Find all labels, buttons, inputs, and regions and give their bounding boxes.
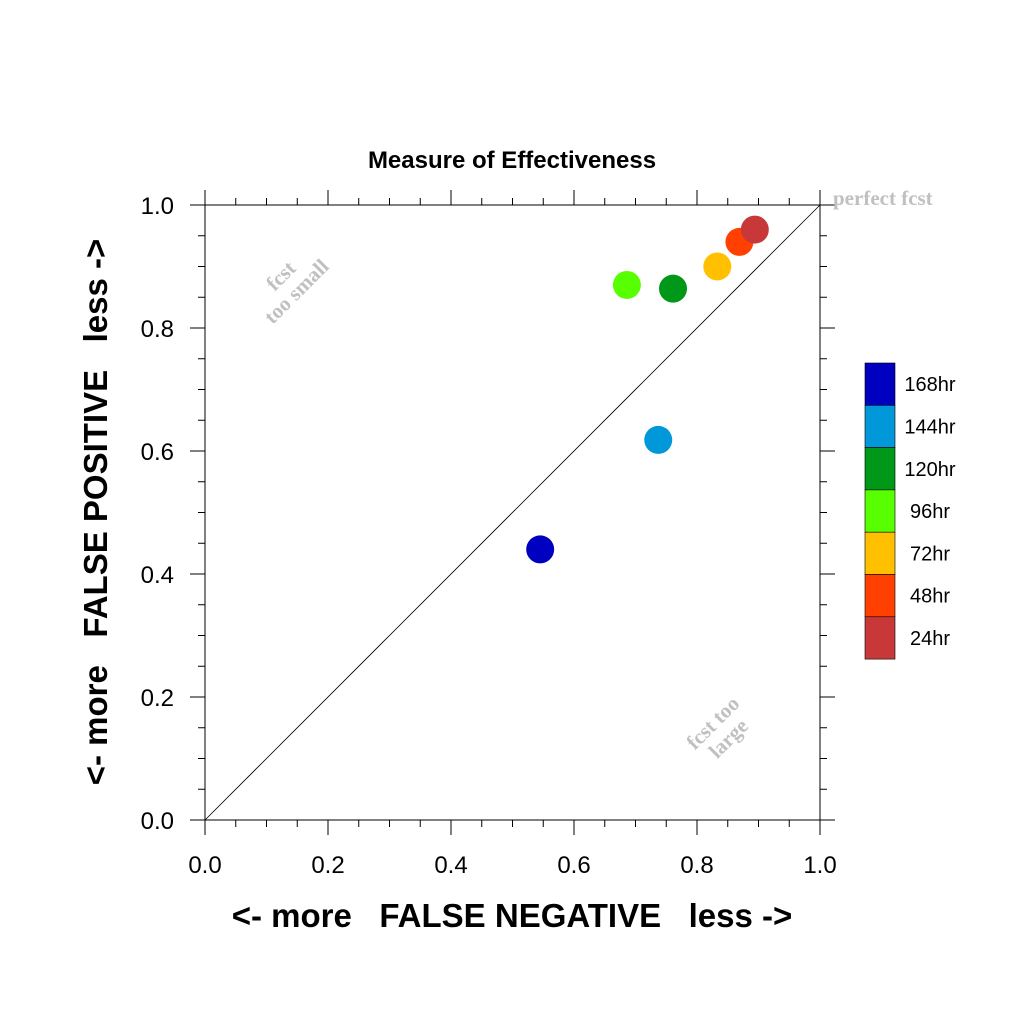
x-tick-label: 0.4 <box>434 852 467 879</box>
legend-label-144hr: 144hr <box>904 416 955 438</box>
too-small-annotation-line2: too small <box>259 254 333 328</box>
x-axis-label: <- more FALSE NEGATIVE less -> <box>232 897 793 934</box>
x-tick-label: 1.0 <box>803 852 836 879</box>
diagonal-reference-line <box>204 204 821 821</box>
too-large-annotation: fcst too large <box>681 691 752 762</box>
point-24hr <box>740 215 769 244</box>
x-tick-labels: 0.0 0.2 0.4 0.6 0.8 1.0 <box>188 852 836 879</box>
perfect-forecast-annotation: perfect fcst <box>833 186 933 210</box>
y-tick-label: 0.6 <box>141 439 174 466</box>
y-tick-labels: 0.0 0.2 0.4 0.6 0.8 1.0 <box>141 193 174 835</box>
legend-label-168hr: 168hr <box>904 374 955 396</box>
x-tick-label: 0.8 <box>680 852 713 879</box>
legend: 168hr 144hr 120hr 96hr 72hr 48hr 24hr <box>864 362 956 660</box>
legend-label-48hr: 48hr <box>910 586 950 608</box>
legend-swatch-144hr <box>864 404 896 448</box>
legend-swatch-24hr <box>864 616 896 660</box>
legend-swatch-48hr <box>864 574 896 618</box>
y-tick-label: 1.0 <box>141 193 174 220</box>
y-tick-label: 0.4 <box>141 562 174 589</box>
tick-marks <box>190 190 835 835</box>
legend-swatch-72hr <box>864 531 896 575</box>
point-96hr <box>612 270 641 299</box>
legend-swatch-96hr <box>864 489 896 533</box>
legend-label-72hr: 72hr <box>910 543 950 565</box>
legend-label-120hr: 120hr <box>904 459 955 481</box>
chart-title: Measure of Effectiveness <box>368 147 656 174</box>
x-tick-label: 0.6 <box>557 852 590 879</box>
y-axis-label: <- more FALSE POSITIVE less -> <box>77 239 114 786</box>
y-tick-label: 0.2 <box>141 685 174 712</box>
y-tick-label: 0.8 <box>141 316 174 343</box>
legend-swatch-168hr <box>864 362 896 406</box>
too-small-annotation: fcst too small <box>259 254 333 328</box>
legend-swatch-120hr <box>864 447 896 491</box>
x-tick-label: 0.2 <box>311 852 344 879</box>
point-72hr <box>703 252 732 281</box>
legend-label-96hr: 96hr <box>910 501 950 523</box>
legend-label-24hr: 24hr <box>910 628 950 650</box>
y-tick-label: 0.0 <box>141 808 174 835</box>
data-points <box>526 215 769 564</box>
point-120hr <box>659 274 688 303</box>
point-144hr <box>644 425 673 454</box>
x-tick-label: 0.0 <box>188 852 221 879</box>
point-168hr <box>526 535 555 564</box>
